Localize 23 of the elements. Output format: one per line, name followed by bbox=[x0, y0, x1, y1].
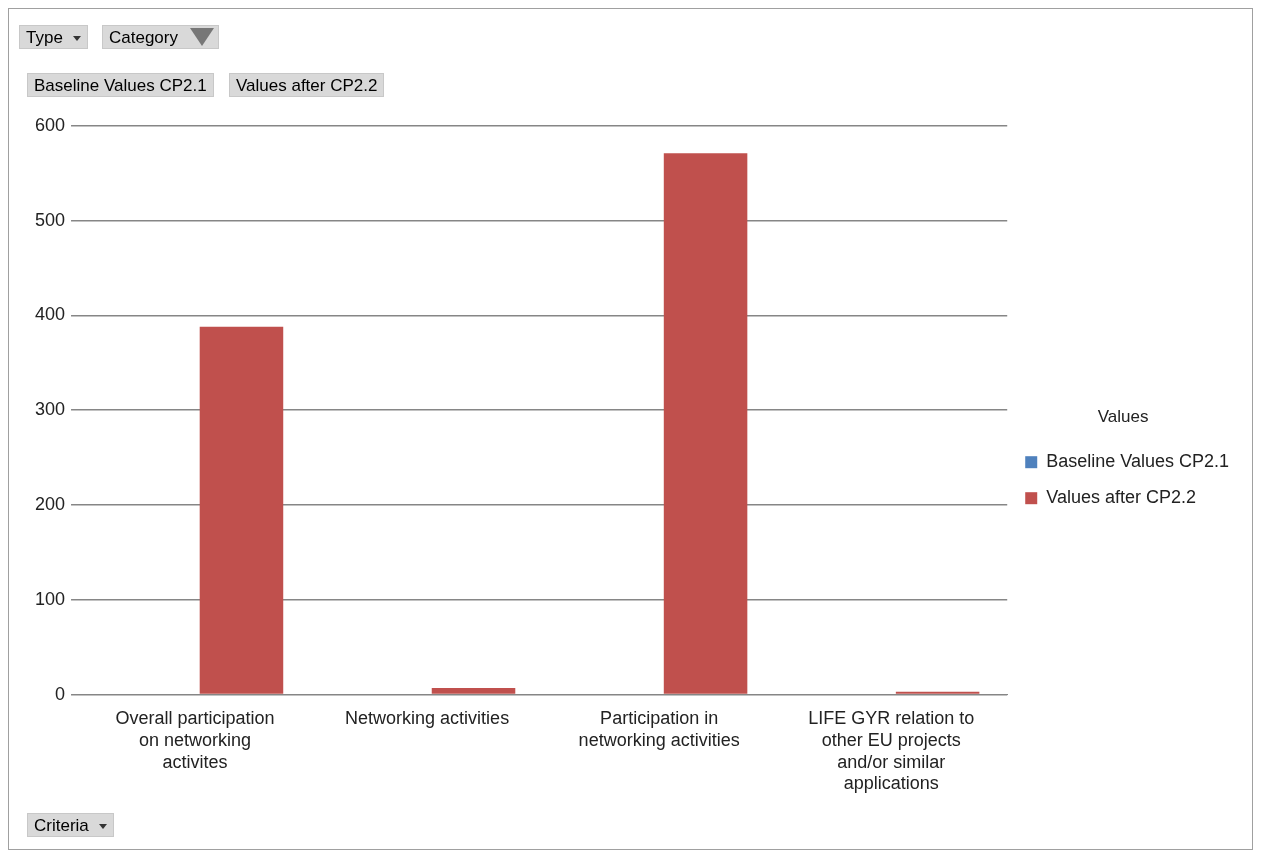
text: Type bbox=[19, 25, 88, 49]
y-tick-label: 0 bbox=[55, 683, 66, 704]
y-tick-label: 100 bbox=[34, 588, 66, 609]
bar bbox=[431, 687, 516, 694]
x-tick-label: Overall participation on networking activites bbox=[115, 708, 275, 772]
bar bbox=[663, 153, 748, 694]
text: Category bbox=[102, 25, 219, 49]
legend-label: Values after CP2.2 bbox=[1046, 487, 1196, 508]
y-tick-label: 600 bbox=[34, 114, 66, 135]
y-tick-label: 500 bbox=[34, 209, 66, 230]
bar bbox=[895, 691, 980, 694]
x-tick-label: Participation in networking activities bbox=[578, 708, 740, 750]
x-tick-label: Networking activities bbox=[345, 708, 510, 729]
bar bbox=[199, 326, 284, 694]
legend-label: Baseline Values CP2.1 bbox=[1046, 451, 1229, 472]
text: Criteria bbox=[27, 813, 114, 837]
legend-title: Values bbox=[1097, 406, 1149, 426]
y-tick-label: 200 bbox=[34, 493, 66, 514]
text: Baseline Values CP2.1 bbox=[27, 73, 214, 97]
y-tick-label: 300 bbox=[34, 399, 66, 420]
x-tick-label: LIFE GYR relation to other EU projects and/or similar applications bbox=[808, 708, 975, 794]
text: Values after CP2.2 bbox=[229, 73, 385, 97]
y-tick-label: 400 bbox=[34, 304, 66, 325]
